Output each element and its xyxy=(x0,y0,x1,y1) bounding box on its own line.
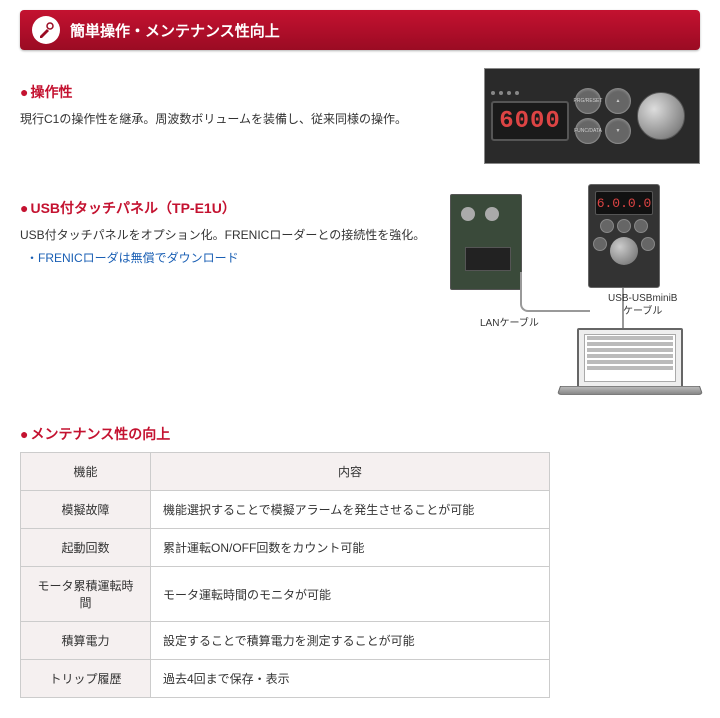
section-usb-touchpanel: USB付タッチパネル（TP-E1U） USB付タッチパネルをオプション化。FRE… xyxy=(20,184,700,404)
screwdriver-icon xyxy=(32,16,60,44)
table-row: モータ累積運転時間モータ運転時間のモニタが可能 xyxy=(21,567,550,622)
table-row: 模擬故障機能選択することで模擬アラームを発生させることが可能 xyxy=(21,491,550,529)
panel-btn-prg: PRG/RESET xyxy=(575,88,601,114)
page-header: 簡単操作・メンテナンス性向上 xyxy=(20,10,700,50)
control-panel-image: 6000 PRG/RESET ▲ FUNC/DATA ▼ xyxy=(484,68,700,164)
circuit-board-image xyxy=(450,194,522,290)
page-title: 簡単操作・メンテナンス性向上 xyxy=(70,20,280,41)
table-row-desc: 過去4回まで保存・表示 xyxy=(151,660,550,698)
panel-btn-func: FUNC/DATA xyxy=(575,118,601,144)
section2-image: 6.0.0.0 LANケーブル USB-USBminiB ケーブル xyxy=(450,184,700,404)
table-row-label: モータ累積運転時間 xyxy=(21,567,151,622)
section-operability: 操作性 現行C1の操作性を継承。周波数ボリュームを装備し、従来同様の操作。 60… xyxy=(20,68,700,164)
table-header-function: 機能 xyxy=(21,453,151,491)
section3-title: メンテナンス性の向上 xyxy=(20,424,700,444)
maintenance-table: 機能 内容 模擬故障機能選択することで模擬アラームを発生させることが可能起動回数… xyxy=(20,452,550,698)
lan-cable xyxy=(520,272,590,312)
table-row-desc: モータ運転時間のモニタが可能 xyxy=(151,567,550,622)
panel-display: 6000 xyxy=(491,101,569,141)
section1-body: 現行C1の操作性を継承。周波数ボリュームを装備し、従来同様の操作。 xyxy=(20,110,440,129)
table-row: 起動回数累計運転ON/OFF回数をカウント可能 xyxy=(21,529,550,567)
usb-cable-label: USB-USBminiB ケーブル xyxy=(608,292,677,318)
section-maintenance: メンテナンス性の向上 機能 内容 模擬故障機能選択することで模擬アラームを発生さ… xyxy=(20,424,700,698)
section1-title-text: 操作性 xyxy=(30,82,72,102)
table-row-desc: 機能選択することで模擬アラームを発生させることが可能 xyxy=(151,491,550,529)
panel-buttons: PRG/RESET ▲ FUNC/DATA ▼ xyxy=(575,88,631,144)
table-row: 積算電力設定することで積算電力を測定することが可能 xyxy=(21,622,550,660)
tp-display: 6.0.0.0 xyxy=(595,191,653,215)
connection-diagram: 6.0.0.0 LANケーブル USB-USBminiB ケーブル xyxy=(450,184,700,404)
section2-body: USB付タッチパネルをオプション化。FRENICローダーとの接続性を強化。 xyxy=(20,226,440,245)
section1-title: 操作性 xyxy=(20,82,440,102)
table-row-label: トリップ履歴 xyxy=(21,660,151,698)
frequency-dial xyxy=(637,92,685,140)
touch-panel-image: 6.0.0.0 xyxy=(588,184,660,288)
table-row-label: 起動回数 xyxy=(21,529,151,567)
lan-cable-label: LANケーブル xyxy=(480,314,539,329)
table-header-content: 内容 xyxy=(151,453,550,491)
table-row-desc: 設定することで積算電力を測定することが可能 xyxy=(151,622,550,660)
table-row-label: 積算電力 xyxy=(21,622,151,660)
section2-title: USB付タッチパネル（TP-E1U） xyxy=(20,198,440,218)
table-row: トリップ履歴過去4回まで保存・表示 xyxy=(21,660,550,698)
table-row-label: 模擬故障 xyxy=(21,491,151,529)
section2-title-text: USB付タッチパネル（TP-E1U） xyxy=(30,198,235,218)
table-header-row: 機能 内容 xyxy=(21,453,550,491)
laptop-image xyxy=(560,328,700,404)
section3-title-text: メンテナンス性の向上 xyxy=(30,424,170,444)
section1-text: 操作性 現行C1の操作性を継承。周波数ボリュームを装備し、従来同様の操作。 xyxy=(20,68,450,129)
section1-image: 6000 PRG/RESET ▲ FUNC/DATA ▼ xyxy=(450,68,700,164)
frenic-loader-link[interactable]: ・FRENICローダは無償でダウンロード xyxy=(26,249,440,268)
section2-text: USB付タッチパネル（TP-E1U） USB付タッチパネルをオプション化。FRE… xyxy=(20,184,450,268)
panel-btn-up: ▲ xyxy=(605,88,631,114)
table-row-desc: 累計運転ON/OFF回数をカウント可能 xyxy=(151,529,550,567)
usb-label-line1: USB-USBminiB xyxy=(608,293,677,304)
usb-label-line2: ケーブル xyxy=(623,306,662,317)
panel-btn-down: ▼ xyxy=(605,118,631,144)
